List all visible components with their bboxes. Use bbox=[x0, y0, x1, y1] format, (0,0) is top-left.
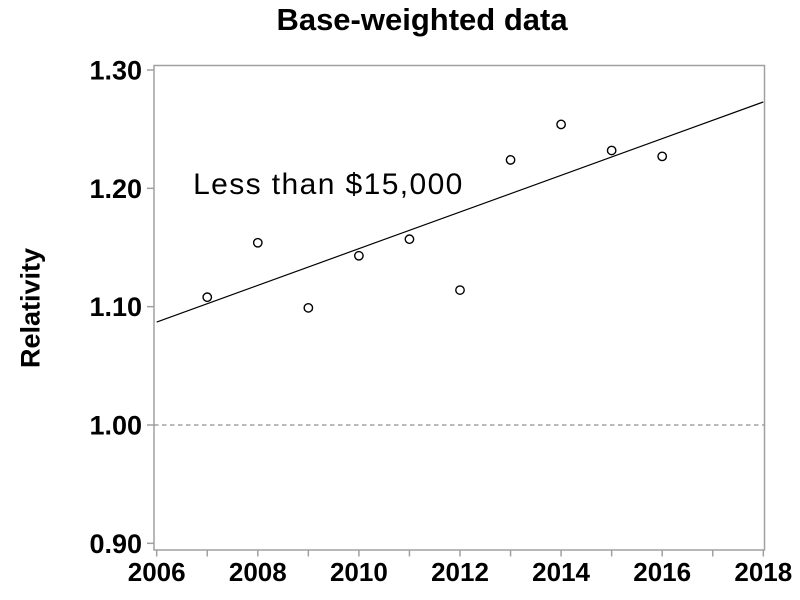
trend-line bbox=[156, 101, 764, 323]
x-tick-label: 2010 bbox=[330, 557, 388, 587]
data-point bbox=[404, 234, 415, 245]
data-point bbox=[556, 119, 566, 130]
y-tick-label: 1.10 bbox=[89, 292, 142, 322]
y-tick-label: 1.20 bbox=[89, 174, 142, 204]
data-point bbox=[606, 145, 617, 156]
data-point bbox=[353, 250, 364, 261]
y-tick-label: 1.00 bbox=[89, 410, 142, 440]
chart-title: Base-weighted data bbox=[276, 2, 568, 37]
x-tick-label: 2016 bbox=[633, 557, 691, 587]
data-point bbox=[202, 292, 213, 303]
y-tick-label: 1.30 bbox=[89, 56, 142, 86]
x-tick-label: 2006 bbox=[128, 557, 186, 587]
x-tick-label: 2014 bbox=[532, 557, 590, 587]
y-tick-label: 0.90 bbox=[89, 529, 142, 559]
data-point bbox=[252, 237, 263, 248]
data-point bbox=[455, 285, 465, 295]
plot-frame bbox=[153, 64, 766, 551]
x-tick-label: 2008 bbox=[229, 557, 287, 587]
x-tick-label: 2018 bbox=[734, 557, 792, 587]
data-point bbox=[657, 151, 668, 162]
x-tick-label: 2012 bbox=[431, 557, 489, 587]
annotation-label: Less than $15,000 bbox=[193, 168, 464, 201]
data-point bbox=[505, 155, 516, 165]
data-point bbox=[303, 302, 314, 313]
